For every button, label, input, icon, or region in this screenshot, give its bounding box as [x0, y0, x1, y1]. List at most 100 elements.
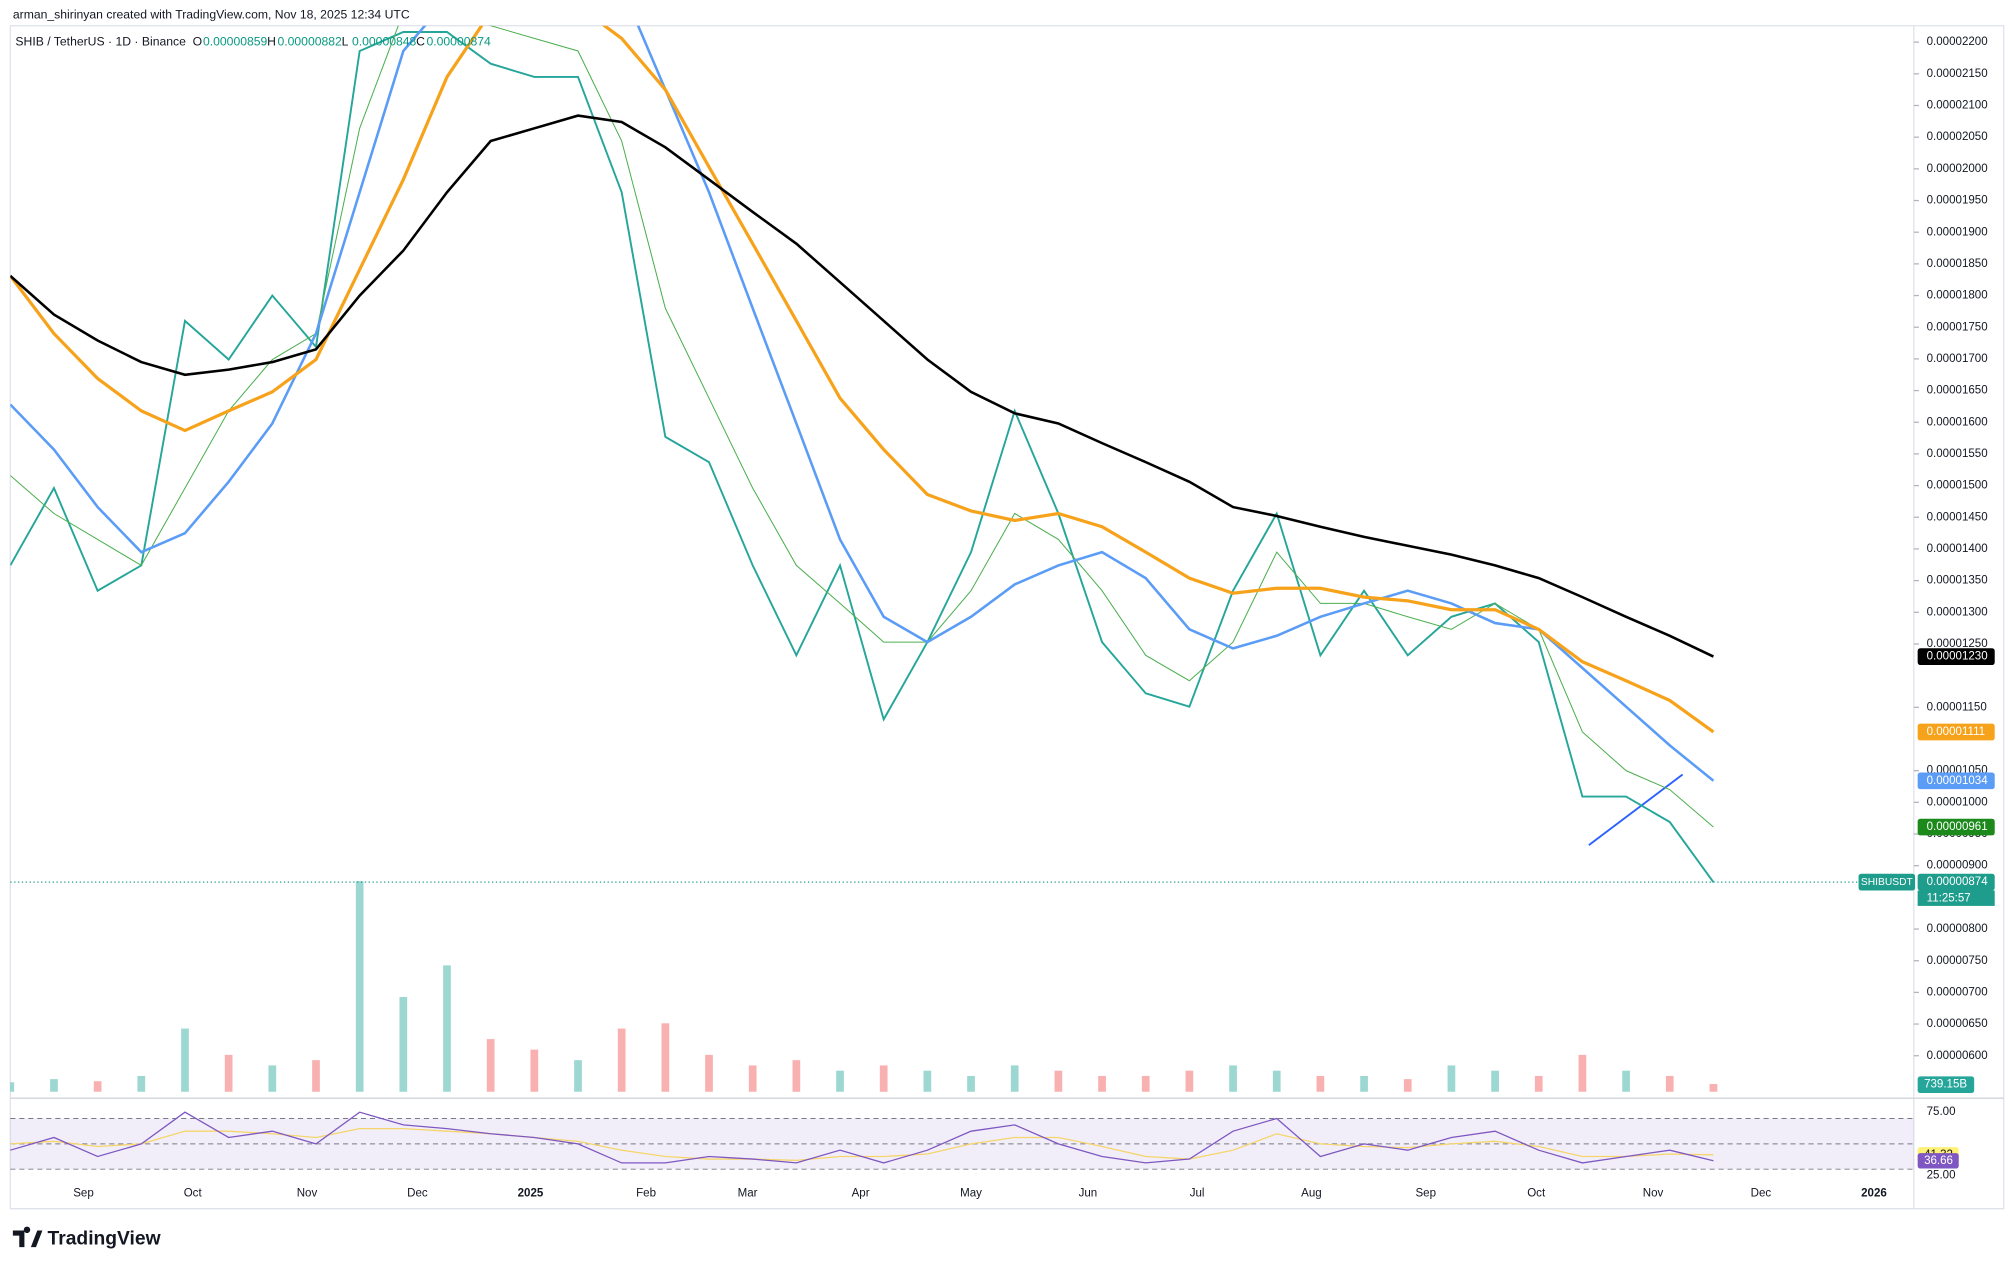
- y-tick-label: 0.00001850: [1927, 258, 1988, 270]
- volume-bar: [399, 996, 408, 1092]
- y-tick-label: 0.00000700: [1927, 986, 1988, 998]
- ohlc-label: H: [267, 35, 276, 49]
- volume-bar: [443, 965, 451, 1092]
- volume-bar: [530, 1049, 539, 1092]
- ohlc-value: 0.00000848: [352, 35, 417, 49]
- volume-bar: [224, 1054, 233, 1092]
- ohlc-label: C: [416, 35, 425, 49]
- y-tick-label: 0.00001050: [1927, 765, 1988, 777]
- x-tick-label: Aug: [1301, 1187, 1322, 1199]
- volume-bar: [1578, 1054, 1587, 1092]
- y-tick-label: 0.00001550: [1927, 448, 1988, 460]
- symbol-badge: [1858, 873, 1916, 891]
- ohlc-label: L: [342, 35, 349, 49]
- volume-bar: [574, 1060, 582, 1092]
- volume-bar: [181, 1028, 189, 1092]
- y-tick-label: 0.00001800: [1927, 290, 1988, 302]
- y-tick-label: 0.00002200: [1927, 36, 1988, 48]
- y-tick-label: 0.00001600: [1927, 416, 1988, 428]
- volume-bar: [1098, 1075, 1106, 1092]
- rsi-tick-label: 75.00: [1927, 1106, 1956, 1118]
- price-line: [10, 31, 1715, 883]
- attribution: arman_shirinyan created with TradingView…: [13, 8, 410, 22]
- price-badge: [1917, 772, 1995, 790]
- trend-line: [1588, 773, 1684, 846]
- x-tick-label: Oct: [184, 1187, 203, 1199]
- x-tick-label: Sep: [73, 1187, 94, 1199]
- y-tick-label: 0.00001300: [1927, 606, 1988, 618]
- volume-bar: [1054, 1070, 1063, 1092]
- countdown: 11:25:57: [1927, 892, 1971, 904]
- y-tick-label: 0.00000650: [1927, 1018, 1988, 1030]
- volume-badge: [1917, 1076, 1975, 1094]
- moving-average: [10, 114, 1714, 658]
- y-tick-label: 0.00000800: [1927, 923, 1988, 935]
- y-tick-label: 0.00001450: [1927, 511, 1988, 523]
- volume-bar: [1665, 1075, 1674, 1092]
- x-tick-label: Jul: [1190, 1187, 1205, 1199]
- rsi-tick-label: 25.00: [1927, 1170, 1956, 1182]
- volume-bar: [1491, 1070, 1499, 1092]
- price-badge: [1917, 873, 1995, 891]
- x-tick-label: Apr: [852, 1187, 870, 1199]
- ohlc-label: O: [193, 35, 202, 49]
- moving-average: [10, 25, 1714, 828]
- volume-bar: [879, 1065, 888, 1092]
- y-tick-label: 0.00001000: [1927, 796, 1988, 808]
- y-tick-label: 0.00002150: [1927, 68, 1988, 80]
- volume-bar: [1010, 1065, 1019, 1092]
- volume-bar: [967, 1075, 975, 1092]
- x-tick-label: Nov: [1643, 1187, 1664, 1199]
- volume-bar: [1447, 1065, 1456, 1092]
- x-tick-label: 2025: [518, 1187, 544, 1199]
- y-tick-label: 0.00000900: [1927, 860, 1988, 872]
- logo: TradingView: [12, 1226, 162, 1250]
- y-tick-label: 0.00002000: [1927, 163, 1988, 175]
- ohlc-value: 0.00000859: [203, 35, 268, 49]
- y-tick-label: 0.00001350: [1927, 575, 1988, 587]
- plot-area: [10, 25, 1718, 1092]
- price-badge-label: 0.00001111: [1927, 726, 1985, 738]
- x-tick-label: 2026: [1861, 1187, 1887, 1199]
- price-badge: [1917, 723, 1995, 741]
- price-badge-label: 0.00001034: [1927, 775, 1989, 787]
- x-tick-label: Sep: [1415, 1187, 1436, 1199]
- volume-bar: [355, 881, 364, 1092]
- rsi-badge-label: 36.66: [1924, 1155, 1953, 1167]
- y-tick-label: 0.00001700: [1927, 353, 1988, 365]
- x-tick-label: Mar: [738, 1187, 758, 1199]
- volume-bar: [1316, 1075, 1325, 1092]
- volume-bar: [268, 1065, 277, 1092]
- logo-icon: [12, 1226, 43, 1248]
- y-tick-label: 0.00001650: [1927, 385, 1988, 397]
- ohlc-value: 0.00000874: [426, 35, 491, 49]
- rsi-line: [10, 1111, 1714, 1164]
- volume-bar: [1229, 1065, 1237, 1092]
- volume-bar: [10, 1082, 15, 1092]
- y-tick-label: 0.00001900: [1927, 226, 1988, 238]
- volume-bar: [1709, 1083, 1718, 1092]
- y-tick-label: 0.00001500: [1927, 480, 1988, 492]
- price-badge-label: 0.00000874: [1927, 876, 1989, 888]
- x-tick-label: Nov: [297, 1187, 318, 1199]
- y-tick-label: 0.00001150: [1927, 701, 1987, 713]
- rsi-badge: [1917, 1153, 1959, 1169]
- ohlc-value: 0.00000882: [277, 35, 342, 49]
- volume-bar: [836, 1070, 844, 1092]
- volume-bar: [486, 1039, 495, 1092]
- y-tick-label: 0.00002100: [1927, 100, 1988, 112]
- volume-bar: [137, 1075, 146, 1092]
- y-tick-label: 0.00001250: [1927, 638, 1988, 650]
- x-tick-label: Oct: [1527, 1187, 1546, 1199]
- volume-bar: [923, 1070, 932, 1092]
- volume-bar: [1622, 1070, 1630, 1092]
- y-tick-label: 0.00001950: [1927, 195, 1988, 207]
- volume-bar: [1403, 1079, 1412, 1092]
- volume-bar: [1360, 1075, 1368, 1092]
- volume-bar: [1141, 1075, 1150, 1092]
- symbol: SHIB / TetherUS · 1D · Binance: [15, 35, 186, 49]
- volume-badge-label: 739.15B: [1924, 1079, 1967, 1091]
